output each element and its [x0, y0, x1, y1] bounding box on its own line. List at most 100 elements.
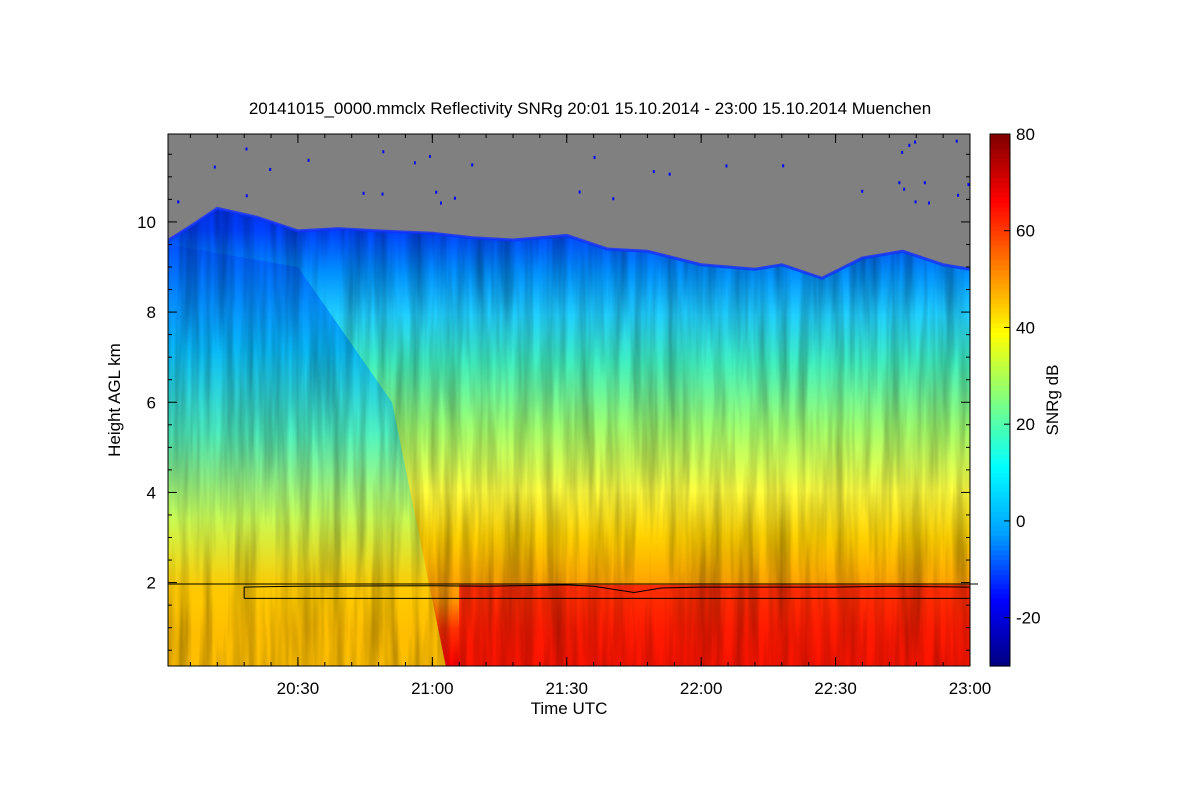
- colorbar-band: [990, 472, 1010, 478]
- colorbar-band: [990, 134, 1010, 140]
- colorbar-band: [990, 370, 1010, 377]
- noise-speck: [612, 197, 615, 201]
- colorbar-band: [990, 545, 1010, 551]
- colorbar-band: [990, 346, 1010, 353]
- colorbar-band: [990, 308, 1010, 314]
- y-axis-label: Height AGL km: [105, 343, 124, 457]
- colorbar-band: [990, 254, 1010, 261]
- noise-speck: [269, 167, 272, 171]
- noise-speck: [923, 181, 926, 185]
- noise-speck: [914, 140, 917, 144]
- colorbar-band: [990, 593, 1010, 599]
- x-axis-label: Time UTC: [531, 699, 608, 718]
- noise-speck: [362, 191, 365, 195]
- noise-speck: [413, 161, 416, 165]
- noise-speck: [307, 158, 310, 162]
- colorbar-band: [990, 245, 1010, 251]
- colorbar-band: [990, 177, 1010, 183]
- colorbar-band: [990, 201, 1010, 208]
- colorbar-band: [990, 230, 1010, 237]
- noise-specks: [177, 139, 970, 205]
- colorbar-band: [990, 433, 1010, 440]
- colorbar-band: [990, 458, 1010, 464]
- colorbar-band: [990, 221, 1010, 227]
- y-tick-label: 4: [147, 483, 156, 502]
- y-tick-label: 8: [147, 303, 156, 322]
- noise-speck: [652, 170, 655, 174]
- chart-title: 20141015_0000.mmclx Reflectivity SNRg 20…: [249, 99, 931, 118]
- colorbar-band: [990, 525, 1010, 532]
- colorbar-band: [990, 283, 1010, 290]
- noise-speck: [245, 194, 248, 198]
- colorbar-band: [990, 288, 1010, 295]
- colorbar-band: [990, 264, 1010, 271]
- colorbar-band: [990, 182, 1010, 188]
- colorbar-band: [990, 477, 1010, 483]
- noise-speck: [914, 200, 917, 204]
- colorbar-band: [990, 636, 1010, 643]
- colorbar-band: [990, 356, 1010, 362]
- colorbar-band: [990, 535, 1010, 541]
- melting-layer-line: [243, 584, 971, 599]
- noise-speck: [668, 172, 671, 176]
- colorbar-band: [990, 414, 1010, 420]
- y-tick-label: 10: [137, 213, 156, 232]
- colorbar-band: [990, 487, 1010, 493]
- y-axis-ticks: 2 4 6 8 10: [137, 153, 970, 651]
- colorbar-band: [990, 395, 1010, 401]
- colorbar-band: [990, 167, 1010, 174]
- colorbar-band: [990, 380, 1010, 387]
- noise-speck: [725, 164, 728, 168]
- colorbar-band: [990, 366, 1010, 372]
- colorbar-band: [990, 351, 1010, 358]
- colorbar-band: [990, 206, 1010, 212]
- colorbar-band: [990, 569, 1010, 575]
- colorbar-band: [990, 322, 1010, 329]
- colorbar-band: [990, 598, 1010, 604]
- noise-speck: [439, 201, 442, 205]
- colorbar-band: [990, 341, 1010, 348]
- colorbar-band: [990, 453, 1010, 459]
- colorbar-band: [990, 409, 1010, 416]
- colorbar-band: [990, 361, 1010, 367]
- colorbar-band: [990, 462, 1010, 469]
- colorbar-band: [990, 554, 1010, 561]
- colorbar-band: [990, 603, 1010, 609]
- noise-speck: [928, 201, 931, 205]
- colorbar-label: SNRg dB: [1043, 365, 1062, 436]
- colorbar-band: [990, 438, 1010, 445]
- colorbar-tick-label: 60: [1016, 222, 1035, 241]
- colorbar-band: [990, 163, 1010, 169]
- x-tick-label: 21:00: [411, 679, 454, 698]
- x-tick-label: 21:30: [545, 679, 588, 698]
- colorbar-tick-label: -20: [1016, 609, 1041, 628]
- colorbar-band: [990, 153, 1010, 159]
- noise-speck: [861, 189, 864, 193]
- noise-speck: [245, 147, 248, 151]
- y-tick-label: 6: [147, 393, 156, 412]
- colorbar-band: [990, 196, 1010, 203]
- colorbar-tick-label: 0: [1016, 512, 1025, 531]
- colorbar-band: [990, 520, 1010, 527]
- colorbar-band: [990, 332, 1010, 338]
- colorbar-band: [990, 641, 1010, 648]
- colorbar-band: [990, 448, 1010, 454]
- colorbar-band: [990, 501, 1010, 507]
- colorbar-band: [990, 269, 1010, 275]
- colorbar-band: [990, 661, 1010, 667]
- colorbar-band: [990, 612, 1010, 619]
- colorbar-band: [990, 148, 1010, 154]
- noise-speck: [782, 164, 785, 168]
- noise-speck: [471, 163, 474, 167]
- colorbar-band: [990, 172, 1010, 179]
- noise-speck: [453, 196, 456, 200]
- colorbar-band: [990, 187, 1010, 193]
- colorbar-band: [990, 317, 1010, 324]
- colorbar-band: [990, 279, 1010, 285]
- colorbar-band: [990, 429, 1010, 435]
- noise-speck: [435, 190, 438, 194]
- colorbar-band: [990, 375, 1010, 382]
- colorbar-band: [990, 240, 1010, 246]
- noise-speck: [593, 155, 596, 159]
- colorbar-band: [990, 303, 1010, 309]
